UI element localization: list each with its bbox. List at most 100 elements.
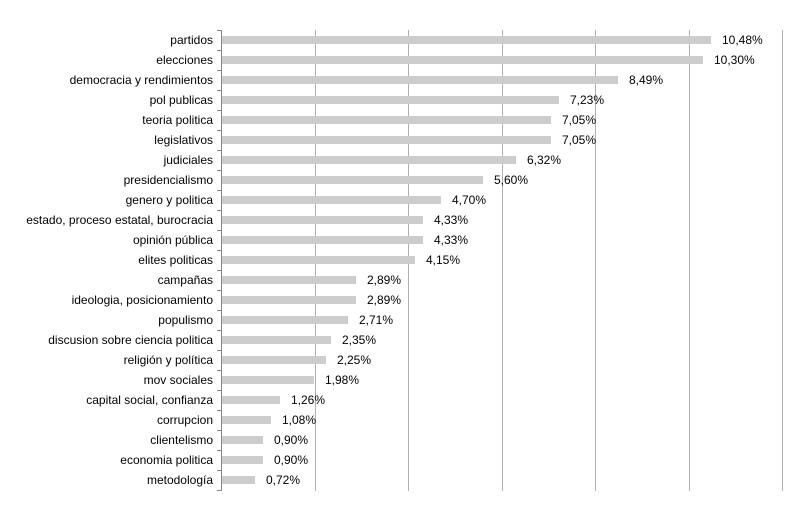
y-axis-tick	[217, 210, 221, 211]
category-label: ideologia, posicionamiento	[71, 293, 213, 307]
value-label: 0,90%	[274, 453, 309, 467]
y-axis-tick	[217, 310, 221, 311]
value-label: 7,05%	[562, 113, 597, 127]
bar	[222, 456, 263, 464]
y-axis-tick	[217, 110, 221, 111]
bar	[222, 276, 356, 284]
value-label: 4,15%	[426, 253, 461, 267]
bar	[222, 156, 516, 164]
y-axis-tick	[217, 330, 221, 331]
category-label: teoria politica	[142, 113, 213, 127]
category-label: populismo	[158, 313, 213, 327]
value-label: 6,32%	[527, 153, 562, 167]
value-label: 1,98%	[325, 373, 360, 387]
y-axis-tick	[217, 350, 221, 351]
gridline-8pct	[595, 30, 596, 491]
value-label: 0,72%	[266, 473, 301, 487]
y-axis-tick	[217, 90, 221, 91]
gridline-10pct	[689, 30, 690, 491]
y-axis-tick	[217, 490, 221, 491]
bar	[222, 316, 348, 324]
value-label: 4,70%	[452, 193, 487, 207]
value-label: 2,89%	[367, 273, 402, 287]
bar	[222, 96, 559, 104]
y-axis-tick	[217, 230, 221, 231]
value-label: 2,25%	[337, 353, 372, 367]
category-label: judiciales	[163, 153, 213, 167]
value-label: 1,26%	[291, 393, 326, 407]
value-label: 1,08%	[282, 413, 317, 427]
category-label: capital social, confianza	[86, 393, 213, 407]
y-axis-tick	[217, 50, 221, 51]
bar	[222, 436, 263, 444]
category-label: mov sociales	[143, 373, 213, 387]
category-label: opinión pública	[132, 233, 213, 247]
value-label: 8,49%	[629, 73, 664, 87]
gridline-12pct	[782, 30, 783, 491]
bar	[222, 476, 255, 484]
bar	[222, 216, 423, 224]
bar	[222, 56, 703, 64]
category-label: partidos	[170, 33, 213, 47]
y-axis-tick	[217, 290, 221, 291]
bar	[222, 176, 483, 184]
y-axis-tick	[217, 270, 221, 271]
category-label: discusion sobre ciencia politica	[48, 333, 213, 347]
category-label: estado, proceso estatal, burocracia	[26, 213, 213, 227]
y-axis-tick	[217, 30, 221, 31]
y-axis-tick	[217, 370, 221, 371]
value-label: 4,33%	[434, 213, 469, 227]
category-label: elites politicas	[138, 253, 213, 267]
bar	[222, 356, 326, 364]
y-axis-tick	[217, 150, 221, 151]
category-label: economia politica	[120, 453, 213, 467]
bar	[222, 136, 551, 144]
category-label: campañas	[157, 273, 213, 287]
bar	[222, 76, 618, 84]
bar	[222, 376, 314, 384]
category-label: legislativos	[154, 133, 213, 147]
bar	[222, 396, 280, 404]
y-axis-tick	[217, 390, 221, 391]
y-axis-line	[217, 30, 222, 491]
value-label: 5,60%	[494, 173, 529, 187]
category-label: religión y política	[123, 353, 213, 367]
value-label: 2,71%	[359, 313, 394, 327]
bar	[222, 296, 356, 304]
value-label: 2,89%	[367, 293, 402, 307]
category-label: pol publicas	[149, 93, 213, 107]
y-axis-tick	[217, 470, 221, 471]
category-label: democracia y rendimientos	[69, 73, 213, 87]
category-label: corrupcion	[156, 413, 213, 427]
bar	[222, 36, 711, 44]
category-label: presidencialismo	[123, 173, 213, 187]
bar	[222, 196, 441, 204]
y-axis-tick	[217, 450, 221, 451]
y-axis-tick	[217, 430, 221, 431]
value-label: 10,30%	[714, 53, 755, 67]
bar	[222, 416, 271, 424]
y-axis-tick	[217, 130, 221, 131]
category-label: elecciones	[156, 53, 213, 67]
y-axis-tick	[217, 250, 221, 251]
bar	[222, 336, 331, 344]
category-label: metodología	[146, 473, 213, 487]
value-label: 0,90%	[274, 433, 309, 447]
bar	[222, 236, 423, 244]
y-axis-tick	[217, 190, 221, 191]
category-label: genero y politica	[125, 193, 213, 207]
y-axis-tick	[217, 170, 221, 171]
bar	[222, 256, 415, 264]
y-axis-tick	[217, 70, 221, 71]
value-label: 7,05%	[562, 133, 597, 147]
y-axis-tick	[217, 410, 221, 411]
value-label: 2,35%	[342, 333, 377, 347]
value-label: 10,48%	[722, 33, 763, 47]
gridline-6pct	[502, 30, 503, 491]
value-label: 7,23%	[570, 93, 605, 107]
value-label: 4,33%	[434, 233, 469, 247]
category-label: clientelismo	[150, 433, 213, 447]
bar	[222, 116, 551, 124]
